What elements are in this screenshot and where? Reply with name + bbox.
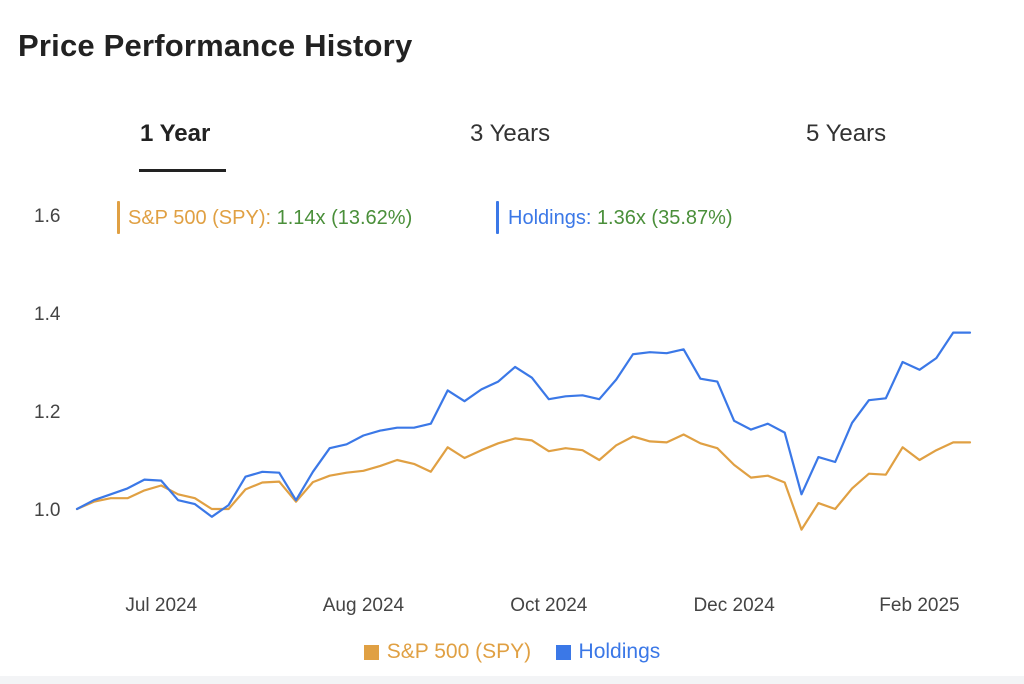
x-tick-label: Aug 2024	[323, 595, 405, 616]
tab-1-year[interactable]: 1 Year	[140, 120, 211, 147]
legend-item-holdings[interactable]: Holdings	[555, 640, 661, 664]
tab-3-years[interactable]: 3 Years	[470, 120, 551, 147]
y-tick-label: 1.0	[34, 500, 60, 521]
summary-spy: S&P 500 (SPY): 1.14x (13.62%)	[128, 207, 412, 229]
footer-divider	[0, 676, 1024, 684]
summary-marker-spy	[117, 201, 120, 234]
page-title: Price Performance History	[18, 28, 413, 63]
summary-marker-holdings	[496, 201, 499, 234]
period-tabs: 1 Year 3 Years 5 Years	[0, 110, 1024, 180]
chart-legend: S&P 500 (SPY) Holdings	[0, 640, 1024, 665]
legend-label-spy: S&P 500 (SPY)	[386, 640, 532, 663]
y-tick-label: 1.4	[34, 304, 61, 325]
summary-holdings: Holdings: 1.36x (35.87%)	[508, 207, 733, 229]
active-tab-indicator	[139, 169, 226, 172]
performance-line-chart: 1.0 1.2 1.4 1.6 Jul 2024 Aug 2024 Oct 2024 Dec …	[34, 201, 972, 616]
y-tick-label: 1.2	[34, 402, 60, 423]
x-tick-label: Oct 2024	[510, 595, 588, 616]
tab-5-years[interactable]: 5 Years	[806, 120, 887, 147]
y-tick-label: 1.6	[34, 206, 60, 227]
x-tick-label: Dec 2024	[693, 595, 775, 616]
legend-label-holdings: Holdings	[578, 640, 661, 663]
x-tick-label: Jul 2024	[125, 595, 197, 616]
series-line-holdings	[75, 331, 972, 518]
series-line-spy	[75, 433, 972, 531]
x-tick-label: Feb 2025	[879, 595, 959, 616]
legend-swatch-holdings	[555, 644, 571, 660]
legend-swatch-spy	[363, 644, 379, 660]
legend-item-spy[interactable]: S&P 500 (SPY)	[363, 640, 532, 664]
